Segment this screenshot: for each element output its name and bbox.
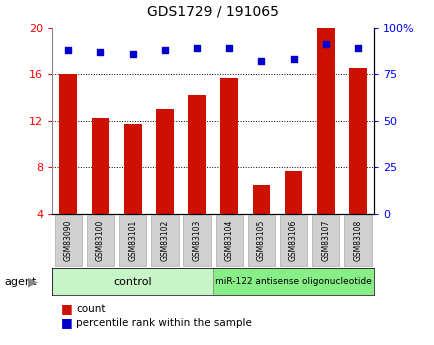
Text: GSM83104: GSM83104 (224, 220, 233, 261)
FancyBboxPatch shape (55, 215, 82, 266)
Point (289, 57, 296, 62)
Point (161, 47, 168, 53)
Bar (316, 28, 334, 214)
Bar (156, 109, 173, 214)
Point (65, 47, 72, 53)
Text: GSM83090: GSM83090 (64, 220, 72, 262)
Text: control: control (113, 277, 151, 286)
Bar (284, 171, 302, 214)
FancyBboxPatch shape (87, 215, 114, 266)
FancyBboxPatch shape (344, 215, 371, 266)
Text: miR-122 antisense oligonucleotide: miR-122 antisense oligonucleotide (215, 277, 371, 286)
FancyBboxPatch shape (213, 268, 373, 295)
FancyBboxPatch shape (119, 215, 146, 266)
Text: GSM83103: GSM83103 (192, 220, 201, 261)
Text: GSM83101: GSM83101 (128, 220, 137, 261)
Text: GSM83105: GSM83105 (256, 220, 265, 261)
FancyBboxPatch shape (247, 215, 274, 266)
FancyBboxPatch shape (183, 215, 210, 266)
Text: ■: ■ (61, 316, 72, 329)
FancyBboxPatch shape (215, 215, 242, 266)
FancyBboxPatch shape (52, 268, 213, 295)
Text: percentile rank within the sample: percentile rank within the sample (76, 318, 251, 327)
Bar (349, 68, 366, 214)
Point (322, 42, 329, 47)
Text: GSM83106: GSM83106 (289, 220, 297, 261)
Bar (252, 185, 270, 214)
Point (193, 45, 200, 51)
Bar (124, 124, 141, 214)
Bar (59, 74, 77, 214)
Text: ▶: ▶ (28, 275, 37, 288)
Text: agent: agent (4, 277, 36, 286)
Bar (188, 95, 205, 214)
Point (225, 45, 232, 51)
Point (97, 49, 104, 55)
Text: GDS1729 / 191065: GDS1729 / 191065 (147, 5, 279, 19)
FancyBboxPatch shape (151, 215, 178, 266)
Text: GSM83100: GSM83100 (96, 220, 105, 261)
Point (257, 58, 264, 64)
Point (354, 45, 361, 51)
Text: GSM83108: GSM83108 (353, 220, 362, 261)
Point (129, 51, 136, 57)
Bar (92, 118, 109, 214)
Bar (220, 78, 237, 214)
FancyBboxPatch shape (312, 215, 339, 266)
Text: GSM83102: GSM83102 (160, 220, 169, 261)
FancyBboxPatch shape (279, 215, 306, 266)
Text: count: count (76, 304, 105, 314)
Text: GSM83107: GSM83107 (321, 220, 329, 261)
Text: ■: ■ (61, 302, 72, 315)
